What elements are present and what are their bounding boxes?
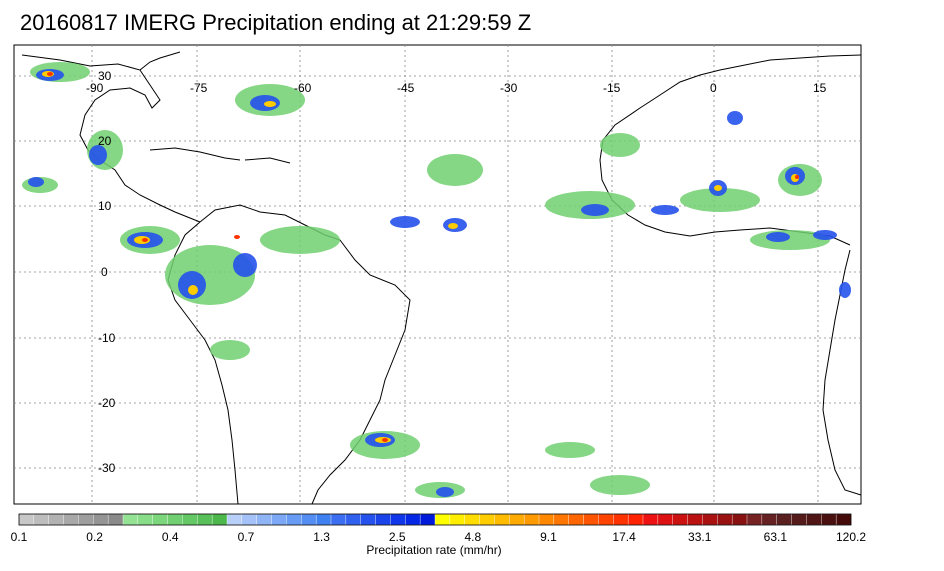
colorbar-cell <box>731 513 748 526</box>
colorbar-tick-label: 9.1 <box>540 530 557 544</box>
colorbar-cell <box>538 513 555 526</box>
colorbar-cell <box>613 513 629 526</box>
coastline-hispaniola <box>244 157 291 164</box>
coastline-cuba <box>149 147 241 161</box>
lon-label: -15 <box>603 81 621 95</box>
colorbar-cell <box>241 513 258 526</box>
colorbar-cell <box>18 513 35 526</box>
colorbar-cell <box>63 513 79 526</box>
colorbar-title: Precipitation rate (mm/hr) <box>366 543 502 557</box>
lat-label: 0 <box>101 265 108 279</box>
colorbar-tick-label: 63.1 <box>763 530 788 544</box>
lat-label: 10 <box>98 199 112 213</box>
colorbar-cell <box>286 513 302 526</box>
lon-label: -45 <box>397 81 415 95</box>
colorbar-cell <box>761 513 778 526</box>
colorbar-cell <box>791 513 807 526</box>
colorbar-cell <box>449 513 466 526</box>
colorbar-cell <box>642 513 659 526</box>
colorbar-cell <box>494 513 510 526</box>
colorbar-cell <box>390 513 406 526</box>
coastline-florida <box>139 51 181 71</box>
colorbar-outline <box>18 513 852 526</box>
coastline-africa-north <box>602 54 862 141</box>
lat-label: 30 <box>98 69 112 83</box>
colorbar-cell <box>434 513 451 526</box>
colorbar-cell <box>479 513 495 526</box>
colorbar-cell <box>211 513 228 526</box>
colorbar-cell <box>835 513 852 526</box>
colorbar-cell <box>271 513 287 526</box>
colorbar-cell <box>657 513 674 526</box>
colorbar-cell <box>702 513 718 526</box>
colorbar-tick-label: 17.4 <box>612 530 636 544</box>
graticule <box>14 45 861 504</box>
colorbar-cell <box>776 513 793 526</box>
lat-label: -10 <box>98 331 116 345</box>
colorbar-tick-label: 0.4 <box>161 530 179 544</box>
colorbar-cell <box>405 513 421 526</box>
colorbar-cell <box>598 513 614 526</box>
colorbar-cell <box>509 513 525 526</box>
colorbar-tick-label: 2.5 <box>388 530 406 544</box>
colorbar-cell <box>137 513 154 526</box>
colorbar-cell <box>152 513 169 526</box>
colorbar-cell <box>464 513 481 526</box>
lon-label: -30 <box>500 81 518 95</box>
colorbar-cell <box>553 513 570 526</box>
lon-label: 15 <box>813 81 827 95</box>
colorbar-cell <box>315 513 332 526</box>
lon-label: -60 <box>294 81 312 95</box>
colorbar-cell <box>687 513 703 526</box>
coastline-south-america-west <box>167 221 239 505</box>
colorbar-cell <box>182 513 198 526</box>
map-title: 20160817 IMERG Precipitation ending at 2… <box>20 10 532 35</box>
colorbar-cell <box>568 513 585 526</box>
colorbar-cell <box>33 513 50 526</box>
colorbar-tick-label: 0.2 <box>86 530 103 544</box>
colorbar-tick-label: 33.1 <box>688 530 712 544</box>
lat-label: -30 <box>98 461 116 475</box>
colorbar-cell <box>583 513 599 526</box>
lat-label: 20 <box>98 134 112 148</box>
colorbar-cell <box>523 513 540 526</box>
colorbar-cell <box>78 513 94 526</box>
colorbar-cell <box>301 513 317 526</box>
colorbar-cell <box>806 513 822 526</box>
colorbar-cell <box>197 513 213 526</box>
colorbar-cell <box>48 513 65 526</box>
colorbar-cell <box>672 513 689 526</box>
colorbar-cell <box>167 513 183 526</box>
colorbar-cell <box>226 513 243 526</box>
colorbar-cell <box>627 513 644 526</box>
map-frame <box>13 44 862 505</box>
colorbar-cells <box>18 513 852 526</box>
colorbar-cell <box>93 513 109 526</box>
colorbar-cell <box>256 513 273 526</box>
colorbar-cell <box>419 513 436 526</box>
colorbar-tick-label: 4.8 <box>464 530 482 544</box>
colorbar-cell <box>746 513 763 526</box>
colorbar-tick-label: 0.7 <box>237 530 255 544</box>
lon-label: -75 <box>190 81 208 95</box>
colorbar-cell <box>375 513 391 526</box>
colorbar-cell <box>821 513 837 526</box>
coastline-north-america <box>21 54 201 223</box>
colorbar-cell <box>122 513 139 526</box>
colorbar-cell <box>345 513 362 526</box>
colorbar-cell <box>717 513 733 526</box>
colorbar-tick-label: 0.1 <box>10 530 28 544</box>
lon-label: -90 <box>86 81 104 95</box>
colorbar-tick-label: 1.3 <box>313 530 330 544</box>
colorbar-tick-label: 120.2 <box>835 530 867 544</box>
lat-label: -20 <box>98 396 116 410</box>
colorbar-cell <box>360 513 377 526</box>
colorbar-cell <box>107 513 124 526</box>
lon-label: 0 <box>710 81 717 95</box>
precipitation-cells <box>22 62 851 498</box>
colorbar-cell <box>330 513 347 526</box>
